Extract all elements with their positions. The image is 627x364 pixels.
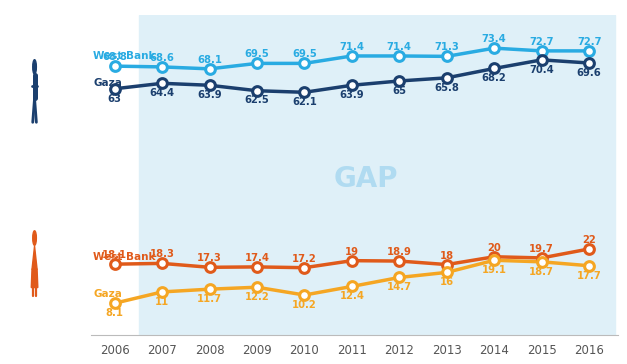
Text: 18.7: 18.7 <box>529 266 554 277</box>
Text: 19.7: 19.7 <box>529 244 554 254</box>
Text: 8.1: 8.1 <box>105 308 124 318</box>
Text: 17.3: 17.3 <box>197 253 222 263</box>
Text: 62.1: 62.1 <box>292 97 317 107</box>
Text: 71.4: 71.4 <box>339 42 364 52</box>
Text: 17.4: 17.4 <box>245 253 270 263</box>
Text: 62.5: 62.5 <box>245 95 270 106</box>
Text: 68.6: 68.6 <box>150 53 174 63</box>
Text: 19.1: 19.1 <box>482 265 507 275</box>
Text: 73.4: 73.4 <box>482 34 507 44</box>
Text: 16: 16 <box>440 277 454 287</box>
Text: Gaza: Gaza <box>93 78 122 88</box>
Text: 19: 19 <box>345 247 359 257</box>
Text: 14.7: 14.7 <box>387 282 412 292</box>
Text: GAP: GAP <box>334 165 398 193</box>
Text: 17.2: 17.2 <box>292 254 317 264</box>
Text: 65: 65 <box>393 86 406 96</box>
Text: 71.4: 71.4 <box>387 42 412 52</box>
Text: West Bank: West Bank <box>93 51 155 60</box>
Text: 65.8: 65.8 <box>435 83 459 92</box>
Text: 63: 63 <box>108 94 122 103</box>
Text: 63.9: 63.9 <box>340 90 364 100</box>
Text: 22: 22 <box>582 235 596 245</box>
Text: 12.2: 12.2 <box>245 292 270 302</box>
Text: 18: 18 <box>440 250 454 261</box>
Text: 63.9: 63.9 <box>198 90 222 100</box>
Text: 68.2: 68.2 <box>482 73 507 83</box>
Text: 71.3: 71.3 <box>435 42 459 52</box>
Text: 69.5: 69.5 <box>292 50 317 59</box>
Circle shape <box>33 60 36 74</box>
Text: West Bank: West Bank <box>93 252 155 262</box>
Polygon shape <box>32 246 37 269</box>
Text: 20: 20 <box>487 243 501 253</box>
Text: 70.4: 70.4 <box>529 65 554 75</box>
Polygon shape <box>31 269 38 288</box>
Text: 11.7: 11.7 <box>197 294 222 304</box>
Text: 72.7: 72.7 <box>577 37 601 47</box>
Text: 12.4: 12.4 <box>339 291 364 301</box>
Text: 68.1: 68.1 <box>197 55 222 65</box>
Text: Gaza: Gaza <box>93 289 122 299</box>
Text: 18.1: 18.1 <box>102 250 127 260</box>
Text: 69.5: 69.5 <box>245 50 270 59</box>
Text: 68.8: 68.8 <box>102 52 127 62</box>
Text: 64.4: 64.4 <box>149 88 175 98</box>
Circle shape <box>33 231 36 245</box>
Text: 17.7: 17.7 <box>577 270 601 281</box>
Text: 18.3: 18.3 <box>150 249 174 260</box>
Text: 69.6: 69.6 <box>577 68 601 78</box>
Text: 72.7: 72.7 <box>529 37 554 47</box>
Text: 18.9: 18.9 <box>387 247 412 257</box>
Text: 11: 11 <box>155 297 169 307</box>
Text: 10.2: 10.2 <box>292 300 317 310</box>
